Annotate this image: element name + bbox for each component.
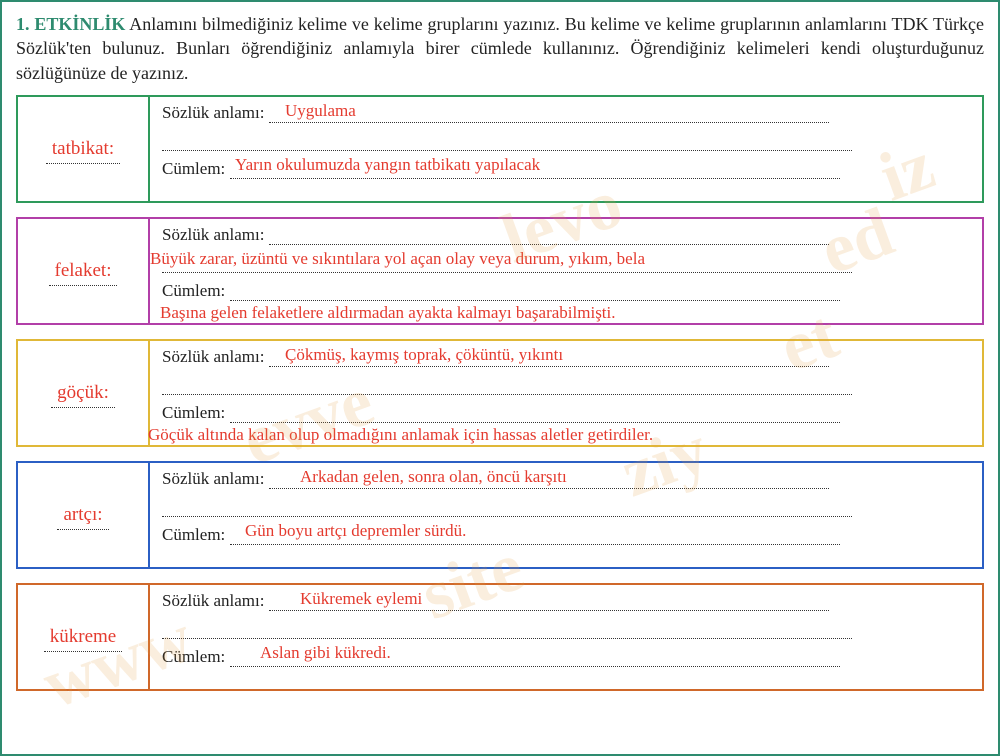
dotted-continuation [162, 375, 970, 399]
sentence-answer: Yarın okulumuzda yangın tatbikatı yapıla… [235, 155, 540, 175]
sentence-label: Cümlem: [162, 525, 230, 544]
items-container: tatbikat: Sözlük anlamı: Cümlem: Uygulama… [16, 95, 984, 691]
sentence-answer: Aslan gibi kükredi. [260, 643, 391, 663]
meaning-label: Sözlük anlamı: [162, 591, 269, 610]
sentence-label: Cümlem: [162, 647, 230, 666]
dotted-line [162, 135, 852, 151]
word-label: felaket: [55, 260, 112, 282]
word-cell: göçük: [18, 341, 150, 445]
below-answer: Göçük altında kalan olup olmadığını anla… [148, 425, 653, 445]
meaning-answer: Uygulama [285, 101, 356, 121]
meaning-answer: Arkadan gelen, sonra olan, öncü karşıtı [300, 467, 567, 487]
word-cell: tatbikat: [18, 97, 150, 201]
content-cell: Sözlük anlamı: Cümlem: Çökmüş, kaymış to… [150, 341, 982, 445]
meaning-answer: Kükremek eylemi [300, 589, 422, 609]
meaning-line: Sözlük anlamı: [162, 225, 970, 249]
dotted-line [230, 407, 840, 423]
line2-answer: Büyük zarar, üzüntü ve sıkıntılara yol a… [150, 249, 645, 269]
meaning-label: Sözlük anlamı: [162, 469, 269, 488]
dotted-line [269, 229, 829, 245]
activity-text: Anlamını bilmediğiniz kelime ve kelime g… [16, 14, 984, 83]
meaning-label: Sözlük anlamı: [162, 225, 269, 244]
word-label: kükreme [50, 626, 116, 648]
word-cell: kükreme [18, 585, 150, 689]
word-cell: artçı: [18, 463, 150, 567]
instructions-block: 1. ETKİNLİK Anlamını bilmediğiniz kelime… [16, 12, 984, 85]
sentence-answer: Gün boyu artçı depremler sürdü. [245, 521, 466, 541]
dotted-continuation [162, 619, 970, 643]
word-box: göçük: Sözlük anlamı: Cümlem: Çökmüş, kay… [16, 339, 984, 447]
activity-label: ETKİNLİK [34, 14, 125, 34]
dotted-continuation [162, 497, 970, 521]
meaning-line: Sözlük anlamı: [162, 103, 970, 127]
sentence-label: Cümlem: [162, 281, 230, 300]
dotted-continuation [162, 131, 970, 155]
dotted-line [162, 623, 852, 639]
meaning-line: Sözlük anlamı: [162, 347, 970, 371]
sentence-label: Cümlem: [162, 403, 230, 422]
sentence-line: Cümlem: [162, 403, 970, 427]
sentence-line: Cümlem: [162, 281, 970, 305]
meaning-label: Sözlük anlamı: [162, 103, 269, 122]
word-box: kükreme Sözlük anlamı: Cümlem: Kükremek e… [16, 583, 984, 691]
content-cell: Sözlük anlamı: Cümlem: Büyük zarar, üzün… [150, 219, 982, 323]
sentence-label: Cümlem: [162, 159, 230, 178]
meaning-line: Sözlük anlamı: [162, 591, 970, 615]
dotted-line [162, 379, 852, 395]
word-label: göçük: [57, 382, 109, 404]
word-label: artçı: [63, 504, 102, 526]
worksheet-page: 1. ETKİNLİK Anlamını bilmediğiniz kelime… [0, 0, 1000, 756]
word-label: tatbikat: [52, 138, 114, 160]
content-cell: Sözlük anlamı: Cümlem: Arkadan gelen, so… [150, 463, 982, 567]
activity-number: 1. [16, 14, 30, 34]
dotted-line [230, 285, 840, 301]
meaning-label: Sözlük anlamı: [162, 347, 269, 366]
below-answer: Başına gelen felaketlere aldırmadan ayak… [160, 303, 616, 323]
dotted-line [162, 501, 852, 517]
content-cell: Sözlük anlamı: Cümlem: Uygulama Yarın oku… [150, 97, 982, 201]
word-box: artçı: Sözlük anlamı: Cümlem: Arkadan gel… [16, 461, 984, 569]
word-cell: felaket: [18, 219, 150, 323]
content-cell: Sözlük anlamı: Cümlem: Kükremek eylemi As… [150, 585, 982, 689]
meaning-answer: Çökmüş, kaymış toprak, çöküntü, yıkıntı [285, 345, 563, 365]
word-box: tatbikat: Sözlük anlamı: Cümlem: Uygulama… [16, 95, 984, 203]
word-box: felaket: Sözlük anlamı: Cümlem: Büyük zar… [16, 217, 984, 325]
